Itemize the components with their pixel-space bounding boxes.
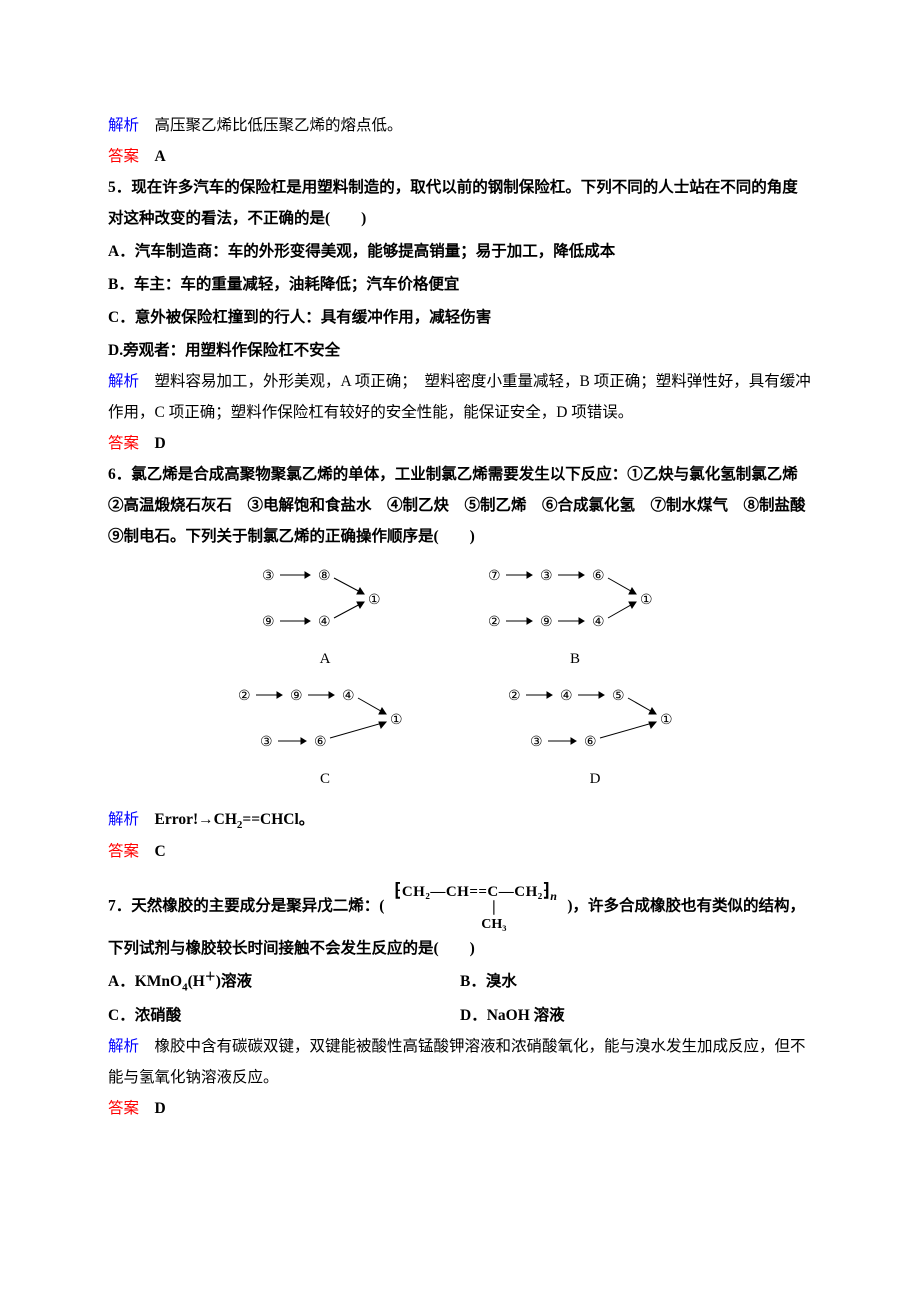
- svg-text:③: ③: [262, 569, 275, 584]
- diagram-d-label: D: [590, 764, 601, 794]
- q6-number: 6．: [108, 466, 131, 483]
- q5-jiexi-text: 塑料容易加工，外形美观，A 项正确； 塑料密度小重量减轻，B 项正确；塑料弹性好…: [108, 373, 811, 421]
- q7-stem-before: 天然橡胶的主要成分是聚异戊二烯：(: [131, 898, 384, 915]
- q5-option-c: C．意外被保险杠撞到的行人：具有缓冲作用，减轻伤害: [108, 302, 812, 333]
- svg-text:②: ②: [488, 615, 501, 630]
- daan-label: 答案: [108, 843, 139, 860]
- q7-option-c: C．浓硝酸: [108, 1000, 460, 1031]
- diagram-row-1: ③ ⑧ ⑨ ④ ① A: [250, 560, 670, 674]
- q5-option-d: D.旁观者：用塑料作保险杠不安全: [108, 335, 812, 366]
- q6-answer: 答案 C: [108, 836, 812, 867]
- spacer: [108, 867, 812, 881]
- svg-text:①: ①: [640, 593, 653, 608]
- q6-jiexi-text: Error!→CH2==CHCl。: [155, 811, 315, 828]
- daan-label: 答案: [108, 1100, 139, 1117]
- q6-stem: 6．氯乙烯是合成高聚物聚氯乙烯的单体，工业制氯乙烯需要发生以下反应：①乙炔与氯化…: [108, 459, 812, 552]
- document-page: 解析 高压聚乙烯比低压聚乙烯的熔点低。 答案 A 5．现在许多汽车的保险杠是用塑…: [0, 0, 920, 1184]
- q5-number: 5．: [108, 179, 131, 196]
- polyisoprene-formula: ⁅CH₂—CH==C—CH₂⁆n ｜CH₃: [388, 881, 563, 933]
- svg-text:③: ③: [260, 735, 273, 750]
- q7-options-row2: C．浓硝酸 D．NaOH 溶液: [108, 998, 812, 1031]
- q6-stem-text: 氯乙烯是合成高聚物聚氯乙烯的单体，工业制氯乙烯需要发生以下反应：①乙炔与氯化氢制…: [108, 466, 821, 545]
- diagram-b-label: B: [570, 644, 580, 674]
- svg-text:①: ①: [660, 713, 673, 728]
- diagram-b-svg: ⑦ ③ ⑥ ② ⑨ ④ ①: [480, 560, 670, 640]
- q7-stem: 7．天然橡胶的主要成分是聚异戊二烯：( ⁅CH₂—CH==C—CH₂⁆n ｜CH…: [108, 881, 812, 964]
- q5-stem: 5．现在许多汽车的保险杠是用塑料制造的，取代以前的钢制保险杠。下列不同的人士站在…: [108, 172, 812, 234]
- daan-label: 答案: [108, 435, 139, 452]
- svg-text:⑤: ⑤: [612, 689, 625, 704]
- svg-text:③: ③: [540, 569, 553, 584]
- diagram-row-2: ② ⑨ ④ ③ ⑥ ① C: [230, 680, 690, 794]
- q5-option-b: B．车主：车的重量减轻，油耗降低；汽车价格便宜: [108, 269, 812, 300]
- daan-label: 答案: [108, 148, 139, 165]
- svg-text:①: ①: [390, 713, 403, 728]
- q7-option-a: A．KMnO4(H＋)溶液: [108, 966, 460, 998]
- svg-text:⑥: ⑥: [584, 735, 597, 750]
- svg-text:②: ②: [508, 689, 521, 704]
- q5-stem-text: 现在许多汽车的保险杠是用塑料制造的，取代以前的钢制保险杠。下列不同的人士站在不同…: [108, 179, 798, 227]
- svg-text:④: ④: [592, 615, 605, 630]
- diagram-c-svg: ② ⑨ ④ ③ ⑥ ①: [230, 680, 420, 760]
- svg-text:④: ④: [318, 615, 331, 630]
- q7-number: 7．: [108, 898, 131, 915]
- diagram-c: ② ⑨ ④ ③ ⑥ ① C: [230, 680, 420, 794]
- q6-jiexi: 解析 Error!→CH2==CHCl。: [108, 804, 812, 836]
- svg-text:⑥: ⑥: [592, 569, 605, 584]
- svg-text:④: ④: [560, 689, 573, 704]
- q7-answer-value: D: [155, 1100, 166, 1117]
- q5-answer: 答案 D: [108, 428, 812, 459]
- q7-option-d: D．NaOH 溶液: [460, 1000, 812, 1031]
- jiexi-label: 解析: [108, 811, 139, 828]
- diagram-a-label: A: [320, 644, 331, 674]
- svg-text:③: ③: [530, 735, 543, 750]
- jiexi-label: 解析: [108, 373, 139, 390]
- diagram-a-svg: ③ ⑧ ⑨ ④ ①: [250, 560, 400, 640]
- svg-text:⑨: ⑨: [262, 615, 275, 630]
- diagram-d: ② ④ ⑤ ③ ⑥ ① D: [500, 680, 690, 794]
- q4-jiexi-text: 高压聚乙烯比低压聚乙烯的熔点低。: [139, 117, 403, 134]
- q7-jiexi: 解析 橡胶中含有碳碳双键，双键能被酸性高锰酸钾溶液和浓硝酸氧化，能与溴水发生加成…: [108, 1031, 812, 1093]
- q5-jiexi: 解析 塑料容易加工，外形美观，A 项正确； 塑料密度小重量减轻，B 项正确；塑料…: [108, 366, 812, 428]
- jiexi-label: 解析: [108, 1038, 139, 1055]
- q7-option-b: B．溴水: [460, 966, 812, 998]
- q6-answer-value: C: [155, 843, 166, 860]
- diagram-c-label: C: [320, 764, 330, 794]
- diagram-d-svg: ② ④ ⑤ ③ ⑥ ①: [500, 680, 690, 760]
- q7-jiexi-text: 橡胶中含有碳碳双键，双键能被酸性高锰酸钾溶液和浓硝酸氧化，能与溴水发生加成反应，…: [108, 1038, 806, 1086]
- diagram-b: ⑦ ③ ⑥ ② ⑨ ④ ①: [480, 560, 670, 674]
- q5-answer-value: D: [155, 435, 166, 452]
- svg-text:④: ④: [342, 689, 355, 704]
- svg-text:⑨: ⑨: [540, 615, 553, 630]
- q4-answer-value: A: [155, 148, 166, 165]
- svg-text:②: ②: [238, 689, 251, 704]
- q7-answer: 答案 D: [108, 1093, 812, 1124]
- svg-text:⑧: ⑧: [318, 569, 331, 584]
- q6-diagrams: ③ ⑧ ⑨ ④ ① A: [108, 560, 812, 800]
- diagram-a: ③ ⑧ ⑨ ④ ① A: [250, 560, 400, 674]
- jiexi-label: 解析: [108, 117, 139, 134]
- q5-option-a: A．汽车制造商：车的外形变得美观，能够提高销量；易于加工，降低成本: [108, 236, 812, 267]
- q7-options-row1: A．KMnO4(H＋)溶液 B．溴水: [108, 964, 812, 998]
- svg-text:⑥: ⑥: [314, 735, 327, 750]
- q4-jiexi: 解析 高压聚乙烯比低压聚乙烯的熔点低。: [108, 110, 812, 141]
- svg-text:①: ①: [368, 593, 381, 608]
- q4-answer: 答案 A: [108, 141, 812, 172]
- svg-text:⑨: ⑨: [290, 689, 303, 704]
- svg-text:⑦: ⑦: [488, 569, 501, 584]
